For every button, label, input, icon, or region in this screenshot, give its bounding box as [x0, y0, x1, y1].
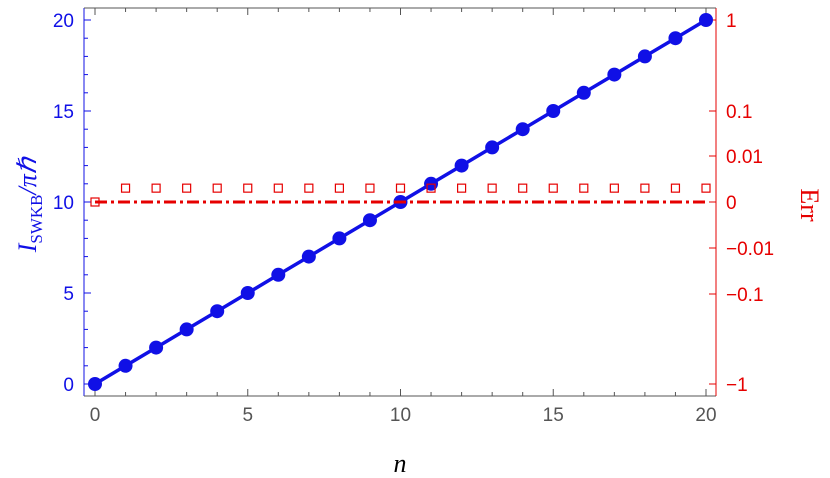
error-point [243, 183, 253, 193]
error-point [151, 183, 161, 193]
error-point [487, 183, 497, 193]
error-point [518, 183, 528, 193]
data-point [332, 231, 347, 246]
x-tick-label: 10 [390, 405, 411, 426]
data-point [515, 122, 530, 137]
series-layer [88, 13, 713, 391]
left-y-axis-title: ISWKB/πℏ [13, 155, 46, 253]
right-y-tick-label: −0.01 [726, 239, 774, 260]
left-y-axis-title-main: I [13, 242, 42, 253]
error-point [640, 183, 650, 193]
data-point [668, 31, 683, 46]
x-tick-label: 20 [695, 405, 716, 426]
data-point [301, 249, 316, 264]
error-point [426, 183, 436, 193]
data-point [454, 158, 469, 173]
data-point [240, 286, 255, 300]
x-axis-title: n [394, 449, 407, 478]
error-point [273, 183, 283, 193]
data-point [118, 358, 133, 373]
error-point [182, 183, 192, 193]
error-point [304, 183, 314, 193]
right-y-tick-label: 0 [726, 193, 737, 214]
error-point [212, 183, 222, 193]
left-y-tick-label: 5 [63, 284, 74, 305]
left-y-tick-label: 0 [63, 375, 74, 396]
right-y-tick-label: −1 [726, 375, 748, 396]
left-y-tick-label: 20 [53, 11, 74, 32]
error-point [670, 183, 681, 193]
data-point [576, 85, 591, 100]
x-tick-label: 5 [242, 405, 253, 426]
data-point [179, 322, 194, 337]
error-point [365, 183, 375, 193]
left-y-tick-label: 15 [53, 102, 74, 123]
right-y-axis-title: Err [795, 188, 824, 222]
error-point [120, 183, 131, 193]
right-y-tick-label: 0.01 [726, 147, 763, 168]
data-point [637, 49, 652, 64]
x-tick-label: 0 [90, 405, 101, 426]
data-point [88, 377, 102, 391]
x-tick-label: 15 [543, 405, 564, 426]
right-y-tick-label: 1 [726, 11, 737, 32]
data-point [210, 304, 225, 319]
right-y-tick-label: −0.1 [726, 285, 764, 306]
error-point [334, 183, 344, 193]
error-point [90, 197, 100, 207]
data-point [149, 340, 164, 355]
error-point [609, 183, 619, 193]
error-point [579, 183, 589, 193]
data-point [271, 267, 286, 282]
data-point [699, 13, 713, 27]
tick-labels: 0 5 10 15 20 0 5 10 15 20 −1 −0.1 −0.01 0 0.01 0.1 1 [53, 11, 774, 426]
error-point [548, 183, 558, 193]
error-point [457, 183, 467, 193]
left-y-axis-title-sub: SWKB [27, 194, 46, 243]
error-point [701, 183, 711, 193]
data-point [485, 140, 500, 155]
error-point [395, 183, 406, 193]
left-y-tick-label: 10 [53, 193, 74, 214]
data-point [607, 67, 622, 82]
data-point [546, 104, 561, 118]
data-point [362, 213, 377, 228]
right-y-tick-label: 0.1 [726, 102, 752, 123]
left-y-axis-title-suffix: /πℏ [13, 155, 42, 196]
